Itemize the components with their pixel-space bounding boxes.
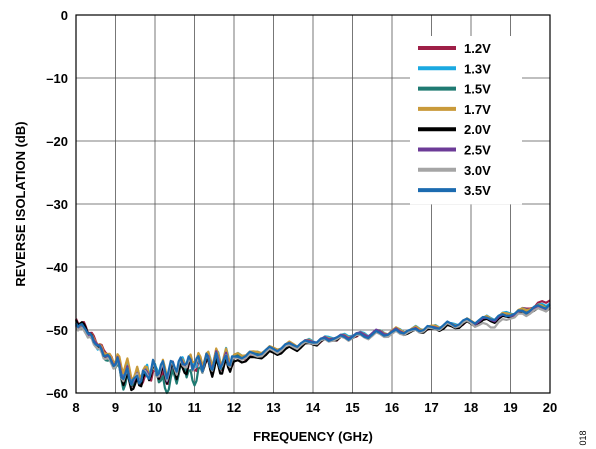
legend-background (410, 36, 522, 205)
x-tick-label: 18 (464, 400, 478, 415)
legend-label: 1.3V (464, 61, 491, 76)
legend-label: 1.2V (464, 41, 491, 56)
x-tick-label: 12 (227, 400, 241, 415)
x-tick-label: 17 (424, 400, 438, 415)
figure-id: 018 (578, 430, 588, 445)
x-axis-title: FREQUENCY (GHz) (253, 429, 373, 444)
y-tick-label: –50 (46, 323, 68, 338)
x-tick-label: 10 (148, 400, 162, 415)
x-tick-label: 11 (188, 400, 202, 415)
legend-label: 1.5V (464, 82, 491, 97)
legend-label: 2.0V (464, 122, 491, 137)
legend-label: 3.0V (464, 163, 491, 178)
legend-label: 3.5V (464, 183, 491, 198)
legend-label: 2.5V (464, 143, 491, 158)
x-tick-label: 16 (385, 400, 399, 415)
x-tick-labels: 8 9 10 11 12 13 14 15 16 17 18 19 20 (72, 400, 557, 415)
legend: 1.2V 1.3V 1.5V 1.7V 2.0V 2.5V 3.0V 3.5V (418, 41, 491, 198)
y-tick-label: –10 (46, 71, 68, 86)
legend-label: 1.7V (464, 102, 491, 117)
x-tick-label: 9 (112, 400, 119, 415)
x-tick-label: 14 (306, 400, 321, 415)
plot-frame (75, 14, 551, 394)
x-tick-label: 13 (266, 400, 280, 415)
y-tick-label: –60 (46, 386, 68, 401)
x-tick-label: 15 (345, 400, 359, 415)
y-tick-label: 0 (61, 8, 68, 23)
y-axis-title: REVERSE ISOLATION (dB) (13, 121, 28, 286)
y-tick-label: –20 (46, 134, 68, 149)
x-tick-label: 8 (72, 400, 79, 415)
series-layer (74, 299, 551, 395)
y-tick-label: –30 (46, 197, 68, 212)
y-tick-label: –40 (46, 260, 68, 275)
legend-box (410, 36, 522, 205)
series-line-3.5V (75, 303, 551, 386)
y-tick-labels: 0 –10 –20 –30 –40 –50 –60 (46, 8, 68, 401)
x-tick-label: 20 (543, 400, 557, 415)
x-tick-label: 19 (503, 400, 517, 415)
